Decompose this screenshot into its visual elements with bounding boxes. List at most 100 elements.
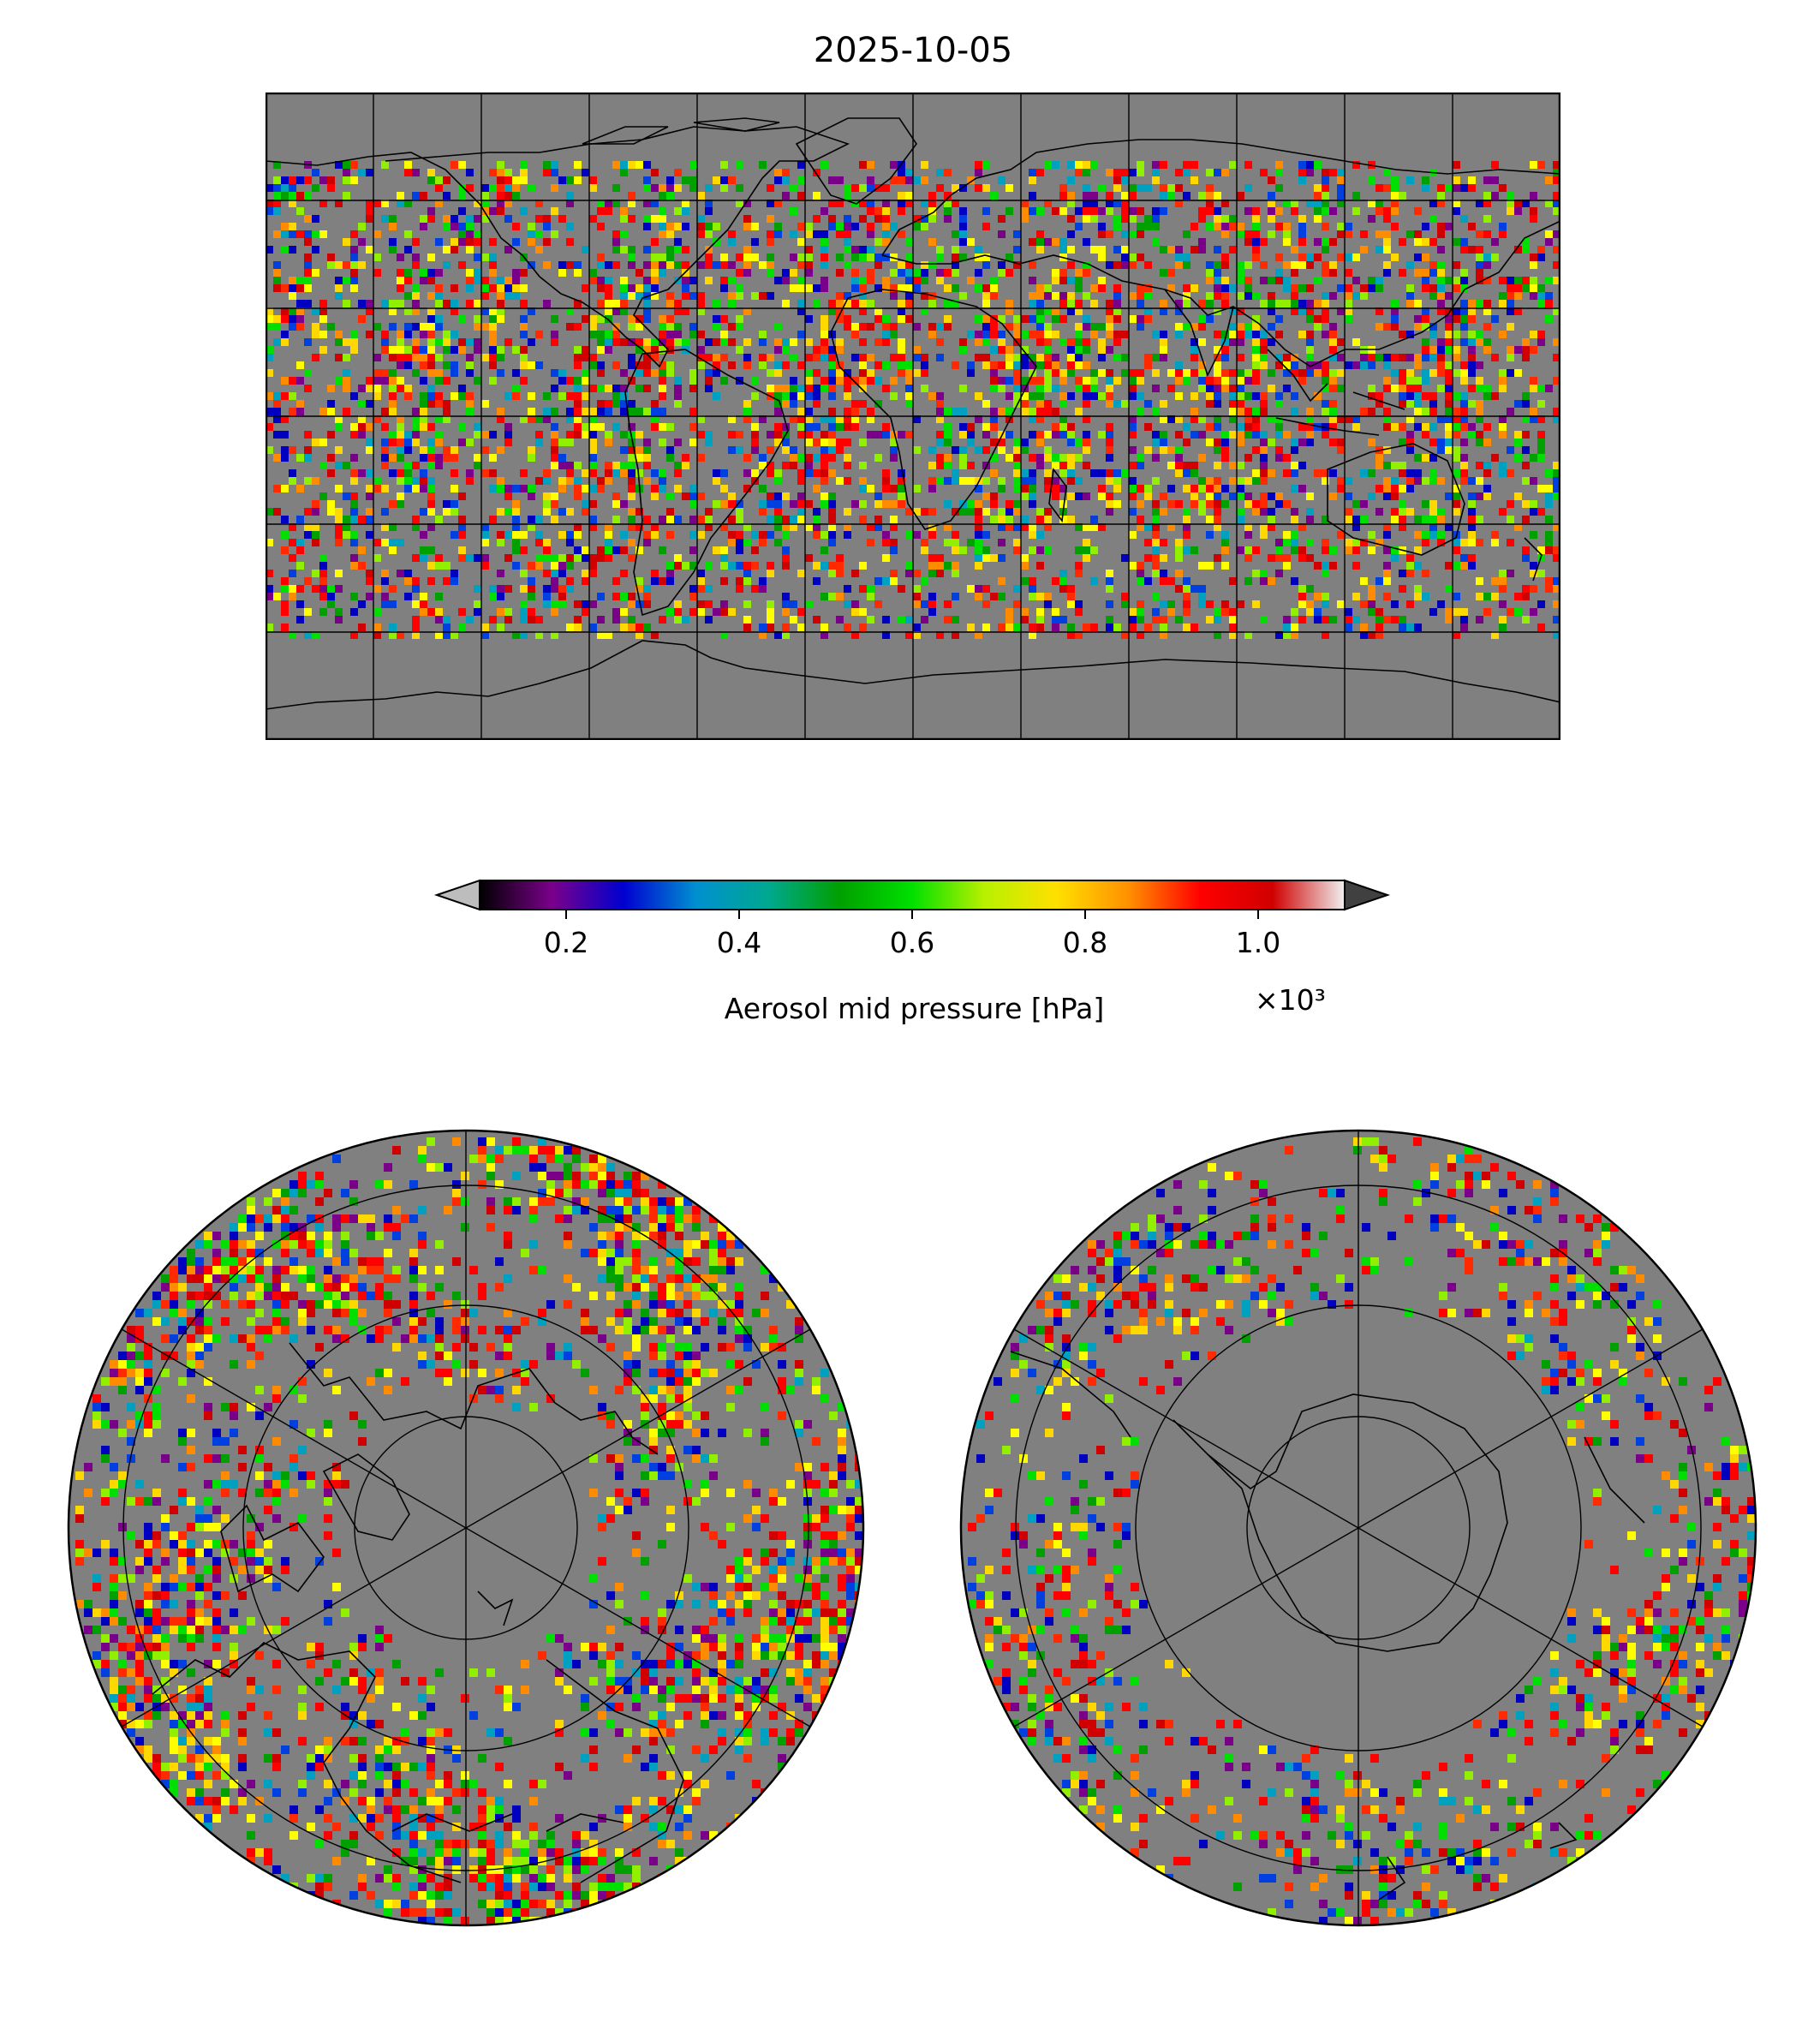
aerosol-pixel <box>1244 277 1252 284</box>
aerosol-pixel <box>1160 184 1167 192</box>
aerosol-pixel <box>782 346 790 354</box>
aerosol-pixel <box>478 1386 486 1394</box>
aerosol-pixel <box>1283 284 1291 292</box>
aerosol-pixel <box>1530 284 1537 292</box>
aerosol-pixel <box>905 616 913 624</box>
aerosol-pixel <box>418 1155 427 1163</box>
aerosol-pixel <box>890 570 898 577</box>
aerosol-pixel <box>1345 516 1352 523</box>
aerosol-pixel <box>867 431 874 439</box>
aerosol-pixel <box>836 338 844 346</box>
aerosol-pixel <box>643 223 651 230</box>
aerosol-pixel <box>296 323 304 331</box>
aerosol-pixel <box>1137 377 1144 385</box>
aerosol-pixel <box>1437 284 1445 292</box>
aerosol-pixel <box>551 631 558 639</box>
aerosol-pixel <box>574 624 582 631</box>
aerosol-pixel <box>1553 169 1560 176</box>
aerosol-pixel <box>1291 531 1298 539</box>
aerosol-pixel <box>420 400 427 408</box>
aerosol-pixel <box>1268 338 1275 346</box>
aerosol-pixel <box>675 1232 683 1240</box>
aerosol-pixel <box>495 1146 504 1155</box>
aerosol-pixel <box>327 400 335 408</box>
aerosol-pixel <box>606 1189 615 1197</box>
aerosol-pixel <box>127 1360 135 1369</box>
aerosol-pixel <box>1183 284 1190 292</box>
aerosol-pixel <box>944 315 952 323</box>
aerosol-pixel <box>1052 161 1059 169</box>
aerosol-pixel <box>736 254 743 261</box>
aerosol-pixel <box>1152 161 1160 169</box>
aerosol-pixel <box>1013 246 1021 254</box>
aerosol-pixel <box>752 1360 761 1369</box>
aerosol-pixel <box>1360 631 1368 639</box>
aerosol-pixel <box>632 1223 641 1232</box>
aerosol-pixel <box>905 570 913 577</box>
aerosol-pixel <box>555 1155 564 1163</box>
aerosol-pixel <box>1005 346 1013 354</box>
aerosol-pixel <box>649 1257 658 1266</box>
aerosol-pixel <box>1137 462 1144 469</box>
aerosol-pixel <box>1044 238 1052 246</box>
aerosol-pixel <box>212 1249 221 1257</box>
aerosol-pixel <box>589 1326 598 1334</box>
aerosol-pixel <box>628 200 636 207</box>
aerosol-pixel <box>905 377 913 385</box>
aerosol-pixel <box>427 338 435 346</box>
aerosol-pixel <box>512 485 520 492</box>
aerosol-pixel <box>529 1146 538 1155</box>
aerosol-pixel <box>726 1240 735 1249</box>
aerosol-pixel <box>936 254 944 261</box>
aerosol-pixel <box>952 469 959 477</box>
aerosol-pixel <box>1545 516 1553 523</box>
aerosol-pixel <box>589 315 597 323</box>
aerosol-pixel <box>582 431 589 439</box>
aerosol-pixel <box>412 485 420 492</box>
aerosol-pixel <box>844 408 851 415</box>
aerosol-pixel <box>1183 523 1190 531</box>
aerosol-pixel <box>1052 492 1059 500</box>
aerosol-pixel <box>1514 431 1522 439</box>
aerosol-pixel <box>504 431 512 439</box>
aerosol-pixel <box>1113 354 1121 361</box>
aerosol-pixel <box>649 1232 658 1240</box>
aerosol-pixel <box>466 184 474 192</box>
aerosol-pixel <box>666 338 674 346</box>
aerosol-pixel <box>1437 346 1445 354</box>
aerosol-pixel <box>874 577 882 585</box>
aerosol-pixel <box>332 1386 341 1394</box>
aerosol-pixel <box>1221 500 1229 508</box>
aerosol-pixel <box>782 300 790 307</box>
aerosol-pixel <box>281 577 289 585</box>
aerosol-pixel <box>1545 200 1553 207</box>
aerosol-pixel <box>1422 238 1429 246</box>
aerosol-pixel <box>975 284 982 292</box>
aerosol-pixel <box>598 1180 606 1189</box>
aerosol-pixel <box>636 292 643 300</box>
aerosol-pixel <box>628 315 636 323</box>
aerosol-pixel <box>1021 200 1029 207</box>
aerosol-pixel <box>720 608 728 616</box>
aerosol-pixel <box>1036 331 1044 338</box>
aerosol-pixel <box>1507 284 1514 292</box>
aerosol-pixel <box>272 1309 281 1317</box>
aerosol-pixel <box>412 616 420 624</box>
aerosol-pixel <box>1352 523 1360 531</box>
aerosol-pixel <box>574 392 582 400</box>
aerosol-pixel <box>566 539 574 546</box>
aerosol-pixel <box>1499 600 1507 608</box>
aerosol-pixel <box>612 307 620 315</box>
aerosol-pixel <box>1322 200 1329 207</box>
aerosol-pixel <box>489 454 497 462</box>
aerosol-pixel <box>1106 439 1113 446</box>
aerosol-pixel <box>497 161 504 169</box>
aerosol-pixel <box>952 539 959 546</box>
aerosol-pixel <box>358 315 366 323</box>
aerosol-pixel <box>805 269 813 277</box>
aerosol-pixel <box>389 377 397 385</box>
aerosol-pixel <box>682 207 689 215</box>
aerosol-pixel <box>312 508 319 516</box>
aerosol-pixel <box>1206 277 1214 284</box>
aerosol-pixel <box>1106 469 1113 477</box>
